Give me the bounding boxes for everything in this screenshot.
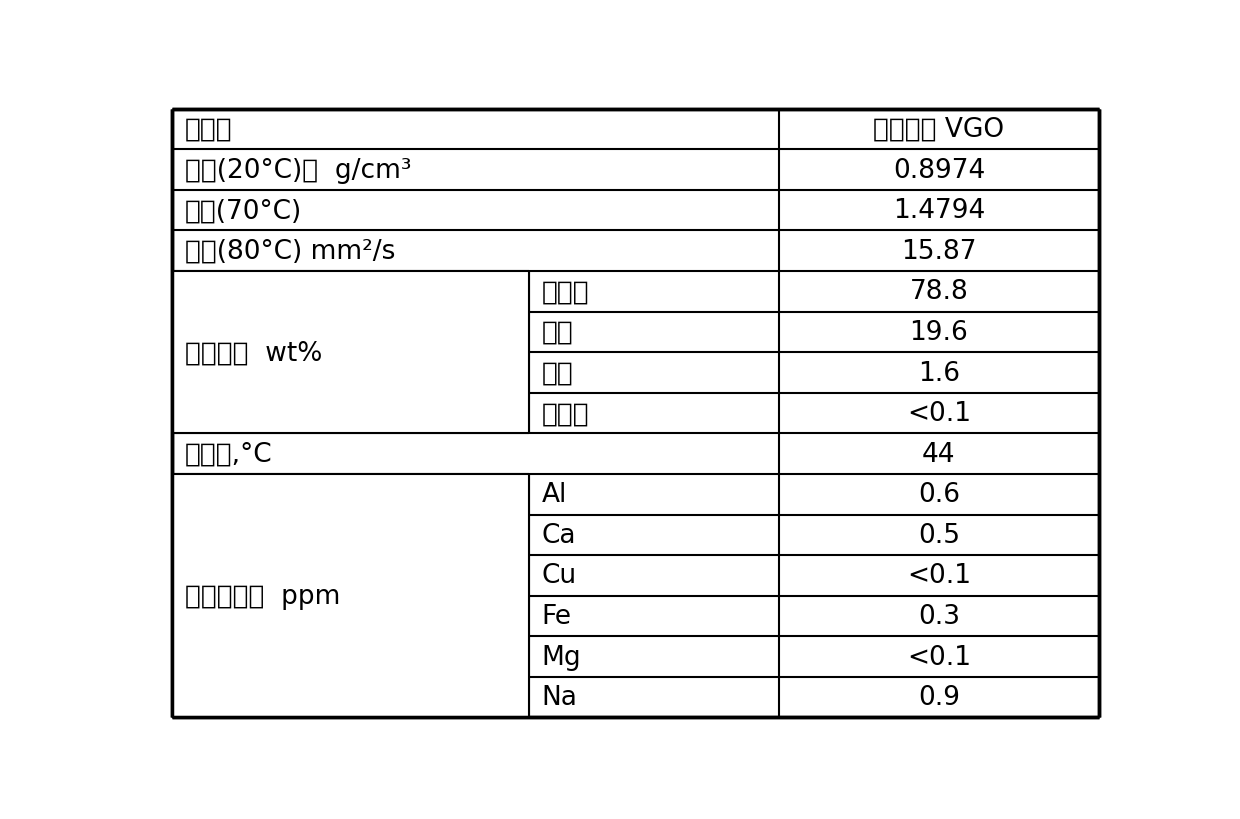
- Text: 四组分，  wt%: 四组分， wt%: [185, 340, 322, 366]
- Text: Cu: Cu: [542, 563, 577, 589]
- Text: <0.1: <0.1: [906, 644, 971, 670]
- Text: <0.1: <0.1: [906, 563, 971, 589]
- Text: 折光(70°C): 折光(70°C): [185, 198, 303, 224]
- Text: 1.4794: 1.4794: [893, 198, 985, 224]
- Text: 1.6: 1.6: [918, 360, 960, 386]
- Text: 0.5: 0.5: [918, 523, 960, 548]
- Text: 密度(20°C)，  g/cm³: 密度(20°C)， g/cm³: [185, 157, 412, 183]
- Text: Mg: Mg: [542, 644, 582, 670]
- Text: Ca: Ca: [542, 523, 575, 548]
- Text: <0.1: <0.1: [906, 400, 971, 427]
- Text: Al: Al: [542, 482, 567, 508]
- Text: 饱和烃: 饱和烃: [542, 279, 589, 305]
- Text: 78.8: 78.8: [909, 279, 968, 305]
- Text: 凝固点,°C: 凝固点,°C: [185, 441, 273, 467]
- Text: 芳烃: 芳烃: [542, 319, 573, 346]
- Text: 粘度(80°C) mm²/s: 粘度(80°C) mm²/s: [185, 238, 396, 265]
- Bar: [172, 272, 529, 434]
- Text: 0.9: 0.9: [918, 685, 960, 710]
- Text: 原料油: 原料油: [185, 117, 232, 143]
- Text: 镇海加氢 VGO: 镇海加氢 VGO: [873, 117, 1004, 143]
- Text: 0.8974: 0.8974: [893, 157, 985, 183]
- Bar: [172, 474, 529, 717]
- Text: 0.3: 0.3: [918, 604, 960, 629]
- Text: 胶质: 胶质: [542, 360, 573, 386]
- Text: 19.6: 19.6: [909, 319, 968, 346]
- Text: 金属含量，  ppm: 金属含量， ppm: [185, 583, 340, 609]
- Text: 历青质: 历青质: [542, 400, 589, 427]
- Text: 44: 44: [923, 441, 956, 467]
- Text: Na: Na: [542, 685, 578, 710]
- Text: 15.87: 15.87: [901, 238, 977, 265]
- Text: Fe: Fe: [542, 604, 572, 629]
- Text: 0.6: 0.6: [918, 482, 960, 508]
